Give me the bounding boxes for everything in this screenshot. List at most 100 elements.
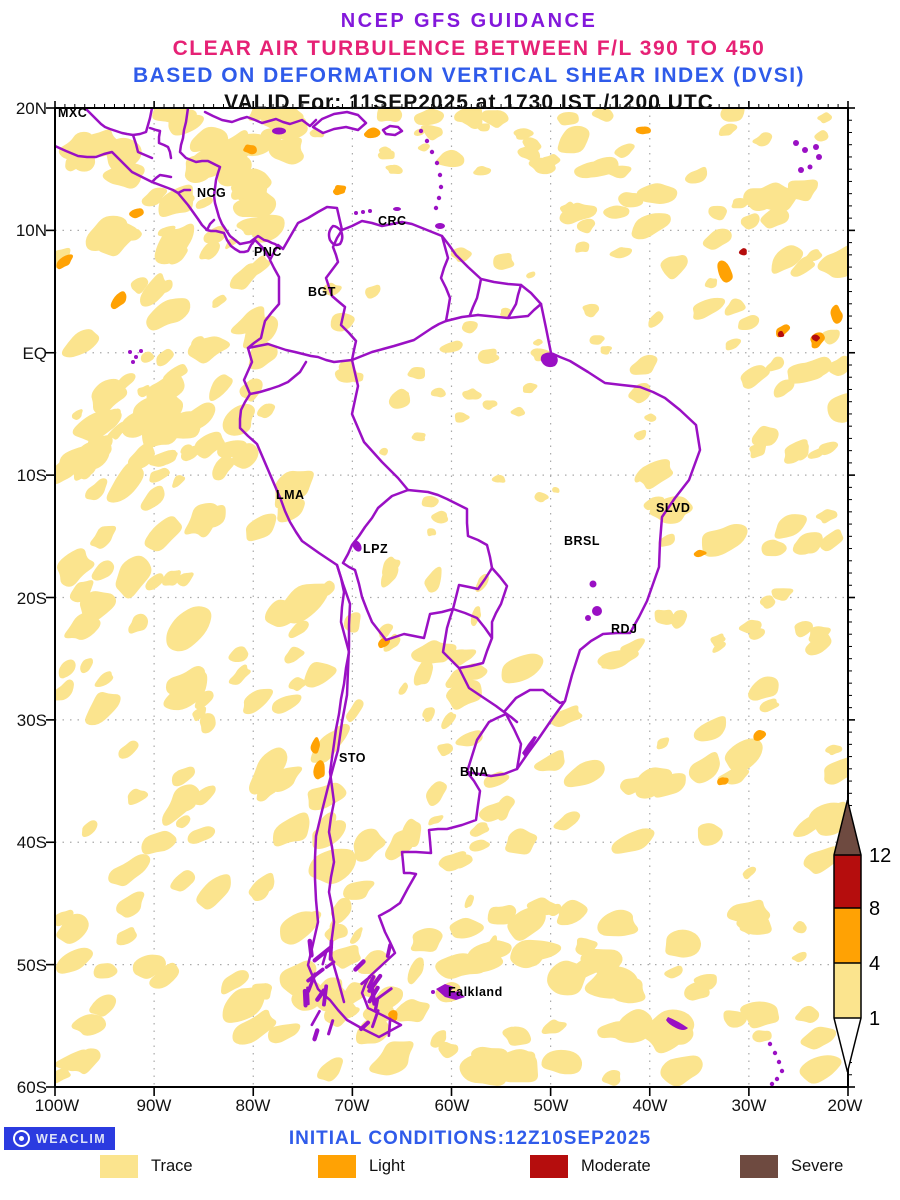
weaclim-logo: WEACLIM: [4, 1127, 116, 1150]
weaclim-ring-icon: [13, 1130, 30, 1147]
city-label: RDJ: [611, 622, 638, 636]
city-label: PNC: [254, 245, 282, 259]
x-axis-labels: 100W 90W 80W 70W 60W 50W 40W 30W 20W: [35, 1096, 863, 1115]
colorbar-label: 1: [869, 1008, 880, 1030]
patagonia-fjords: [302, 938, 393, 1042]
colorbar-outline: [833, 799, 862, 1073]
paraguay-borders: [441, 566, 509, 670]
lesser-antilles: [418, 128, 445, 229]
colorbar-trace-segment: [834, 963, 861, 1018]
city-label: CRC: [378, 214, 407, 228]
city-label: BRSL: [564, 534, 600, 548]
city-label: Falkland: [448, 985, 503, 999]
colorbar-label: 8: [869, 898, 880, 920]
y-axis-label: 40S: [17, 833, 47, 852]
cape-verde-islands: [793, 140, 822, 173]
central-america-caribbean-coast: [83, 108, 280, 248]
legend-label: Trace: [151, 1156, 193, 1175]
south-america-coast: [238, 205, 702, 1039]
south-georgia-island: [666, 1017, 688, 1030]
city-label: MXC: [58, 106, 87, 120]
x-axis-label: 90W: [137, 1096, 172, 1115]
legend-label: Moderate: [581, 1156, 651, 1175]
severe-swatch: [740, 1154, 778, 1178]
y-axis-label: 20S: [17, 589, 47, 608]
city-label: NCG: [197, 186, 226, 200]
hispaniola: [311, 110, 368, 135]
y-axis-label: 20N: [16, 99, 47, 118]
marajo-island: [540, 352, 558, 368]
colombia-ecuador-peru-borders: [246, 342, 410, 492]
x-axis-label: 50W: [534, 1096, 569, 1115]
severity-legend: Trace Light Moderate Severe: [0, 1154, 900, 1182]
jamaica-island: [272, 127, 286, 135]
y-axis-label: 10S: [17, 466, 47, 485]
abc-and-margarita-islands: [354, 207, 401, 215]
puerto-rico: [381, 124, 404, 137]
colorbar-severe-segment: [834, 800, 861, 855]
y-axis-label: EQ: [22, 344, 47, 363]
y-axis-label: 10N: [16, 221, 47, 240]
central-america-pacific-coast: [55, 144, 272, 261]
title-block: NCEP GFS GUIDANCE CLEAR AIR TURBULENCE B…: [0, 10, 900, 115]
legend-item-moderate: Moderate: [530, 1154, 651, 1178]
y-axis-label: 60S: [17, 1078, 47, 1097]
x-axis-label: 60W: [435, 1096, 470, 1115]
city-labels: MXC NCG CRC PNC BGT LMA LPZ BRSL SLVD RD…: [58, 106, 690, 999]
subtitle-turbulence: CLEAR AIR TURBULENCE BETWEEN F/L 390 TO …: [172, 37, 766, 60]
colorbar-label: 12: [869, 845, 891, 867]
falkland-islands: [436, 984, 465, 1000]
argentina-uruguay-brazil-borders: [457, 666, 565, 774]
light-swatch: [318, 1154, 356, 1178]
y-axis-labels: 20N 10N EQ 10S 20S 30S 40S 50S 60S: [16, 99, 47, 1097]
x-axis-label: 100W: [35, 1096, 79, 1115]
lagoa-dos-patos: [522, 736, 537, 757]
guyana-borders: [439, 234, 543, 323]
subtitle-index: BASED ON DEFORMATION VERTICAL SHEAR INDE…: [132, 64, 806, 88]
legend-item-trace: Trace: [100, 1154, 193, 1178]
trace-swatch: [100, 1154, 138, 1178]
colorbar: 12 8 4 1: [833, 799, 891, 1073]
colorbar-light-segment: [834, 908, 861, 963]
lake-maracaibo: [327, 224, 344, 247]
x-axis-label: 20W: [828, 1096, 863, 1115]
legend-label: Light: [369, 1156, 405, 1175]
city-label: LPZ: [363, 542, 388, 556]
legend-item-light: Light: [318, 1154, 405, 1178]
axis-ticks: [46, 101, 855, 1096]
city-label: STO: [339, 751, 366, 765]
valid-time: VALID For: 11SEP2025 at 1730 IST /1200 U…: [224, 91, 714, 115]
city-label: LMA: [276, 488, 305, 502]
city-label: BNA: [460, 765, 489, 779]
x-axis-label: 80W: [236, 1096, 271, 1115]
x-axis-label: 70W: [335, 1096, 370, 1115]
islands-and-lakes: [128, 127, 822, 1087]
x-axis-label: 40W: [633, 1096, 668, 1115]
lake-titicaca: [352, 540, 362, 552]
legend-label: Severe: [791, 1156, 844, 1175]
cuba-coast: [203, 110, 318, 128]
initial-conditions: INITIAL CONDITIONS:12Z10SEP2025: [288, 1128, 652, 1149]
turbulence-shading: [55, 108, 848, 1087]
moderate-swatch: [530, 1154, 568, 1178]
central-america-borders: [131, 126, 216, 232]
colorbar-moderate-segment: [834, 855, 861, 908]
trinidad-island: [435, 223, 445, 229]
y-axis-label: 50S: [17, 956, 47, 975]
colorbar-label: 4: [869, 953, 880, 975]
x-axis-label: 30W: [732, 1096, 767, 1115]
city-label: SLVD: [656, 501, 690, 515]
page-title: NCEP GFS GUIDANCE: [340, 10, 598, 32]
weaclim-label: WEACLIM: [36, 1131, 107, 1146]
city-label: BGT: [308, 285, 336, 299]
chile-argentina-border: [327, 563, 351, 1004]
south-sandwich-islands: [767, 1041, 785, 1087]
galapagos-islands: [128, 349, 143, 364]
legend-item-severe: Severe: [740, 1154, 843, 1178]
bolivia-borders: [341, 488, 494, 642]
colorbar-none-segment: [834, 1018, 861, 1072]
y-axis-label: 30S: [17, 711, 47, 730]
country-borders: [55, 108, 822, 1087]
